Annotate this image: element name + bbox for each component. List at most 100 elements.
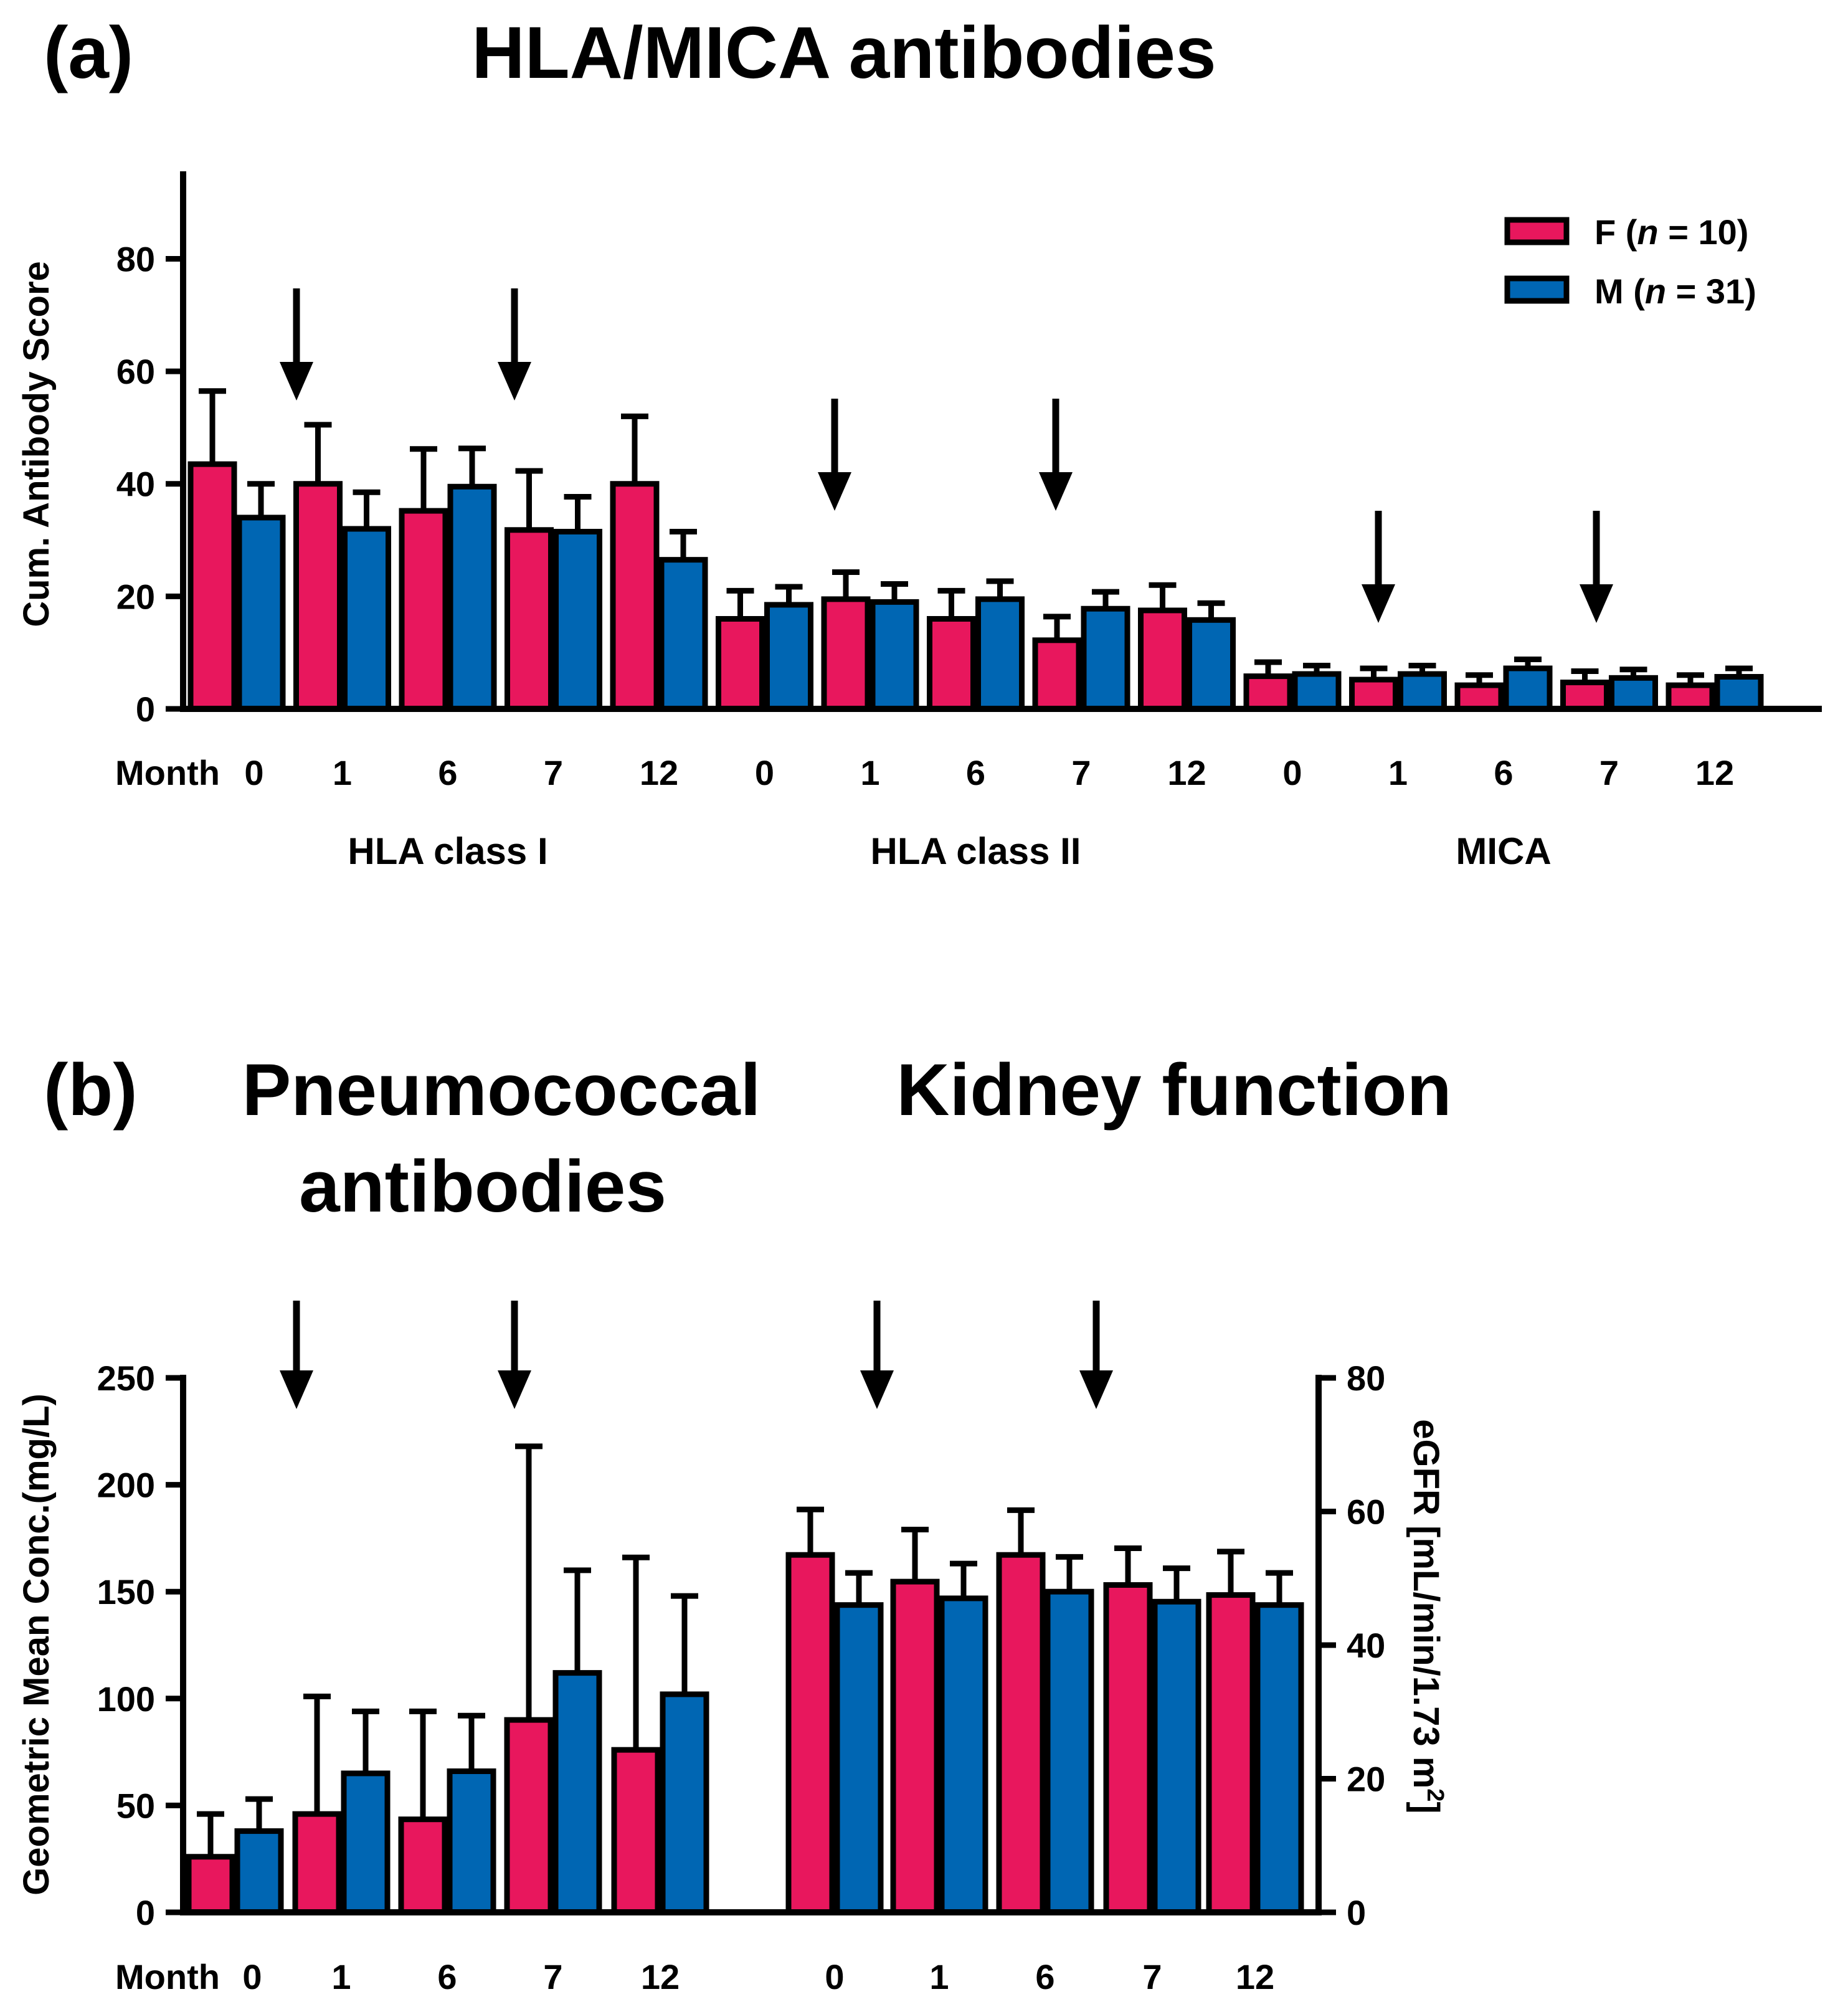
pneumo-month-tick-3: 7 xyxy=(543,1957,562,1996)
egfr-bar-m-0 xyxy=(834,1570,884,1915)
egfr-bar-m-4 xyxy=(1254,1570,1304,1915)
pneumo-bar-f-0 xyxy=(186,1811,235,1915)
egfr-bar-f-4 xyxy=(1206,1549,1256,1915)
legend-swatch-female xyxy=(1504,217,1570,245)
egfr-bar-m-2 xyxy=(1045,1554,1094,1915)
pneumo-bar-m-0 xyxy=(234,1796,284,1915)
pneumo-bar-m-2 xyxy=(447,1712,496,1915)
bar-m-1-0 xyxy=(764,584,813,712)
bar-f-0-3 xyxy=(505,468,554,712)
bar-f-2-2 xyxy=(1454,672,1504,712)
bar-m-0-1 xyxy=(342,489,391,712)
month-tick-2-1: 1 xyxy=(1388,753,1408,792)
legend: F (n = 10) M (n = 31) xyxy=(1504,212,1756,311)
month-tick-1-1: 1 xyxy=(860,753,879,792)
bar-m-0-2 xyxy=(447,445,497,712)
panel-a-arrow-5 xyxy=(1580,511,1613,623)
pneumo-bar-m-1 xyxy=(341,1708,391,1915)
legend-label-male: M (n = 31) xyxy=(1594,272,1756,311)
bar-m-1-4 xyxy=(1187,600,1236,712)
bar-f-0-4 xyxy=(610,413,660,712)
panel-a-ytick-label-0: 0 xyxy=(136,690,155,729)
egfr-month-tick-3: 7 xyxy=(1142,1957,1162,1996)
bar-m-0-0 xyxy=(236,481,286,712)
bar-f-1-1 xyxy=(821,569,871,712)
legend-swatch-male xyxy=(1504,275,1570,304)
month-tick-1-3: 7 xyxy=(1071,753,1091,792)
panel-b-ytick-right-label-20: 20 xyxy=(1347,1760,1385,1799)
bar-m-1-2 xyxy=(975,578,1025,712)
bar-m-2-1 xyxy=(1398,662,1447,712)
bar-m-2-2 xyxy=(1503,657,1553,712)
panel-b-ytick-right-label-40: 40 xyxy=(1347,1626,1385,1665)
month-tick-2-2: 6 xyxy=(1494,753,1513,792)
panel-a-plot: Cum. Antibody Score Month F (n = 10) M (… xyxy=(16,171,1822,872)
group-label-0: HLA class I xyxy=(348,830,547,872)
bar-m-2-3 xyxy=(1609,667,1658,712)
bar-f-1-3 xyxy=(1032,614,1082,712)
panel-a-ytick-label-60: 60 xyxy=(116,352,155,391)
bar-f-0-0 xyxy=(187,388,237,712)
panel-a-arrow-3 xyxy=(1039,399,1073,511)
panel-b-ylabel-right: eGFR [mL/min/1.73 m2] xyxy=(1406,1419,1448,1814)
egfr-month-tick-4: 12 xyxy=(1236,1957,1274,1996)
pneumo-bar-m-3 xyxy=(552,1567,602,1915)
month-tick-2-4: 12 xyxy=(1695,753,1734,792)
egfr-bar-f-1 xyxy=(890,1526,940,1915)
month-tick-1-2: 6 xyxy=(966,753,985,792)
bar-f-1-4 xyxy=(1138,582,1187,712)
panel-a-arrow-4 xyxy=(1362,511,1395,623)
panel-b-plot: Geometric Mean Conc.(mg/L) eGFR [mL/min/… xyxy=(16,1301,1448,1996)
panel-b-ytick-left-label-200: 200 xyxy=(97,1466,155,1505)
group-label-1: HLA class II xyxy=(871,830,1081,872)
legend-label-female: F (n = 10) xyxy=(1594,212,1748,252)
panel-a-letter: (a) xyxy=(44,12,133,94)
panel-b-arrow-0 xyxy=(280,1301,313,1409)
egfr-bar-f-3 xyxy=(1103,1545,1153,1915)
bar-f-2-1 xyxy=(1349,665,1398,712)
panel-b-title-right: Kidney function xyxy=(896,1049,1452,1131)
month-tick-0-2: 6 xyxy=(438,753,457,792)
panel-b-arrow-1 xyxy=(498,1301,531,1409)
egfr-bar-f-0 xyxy=(785,1506,835,1915)
pneumo-month-tick-4: 12 xyxy=(641,1957,680,1996)
bar-f-1-0 xyxy=(716,587,765,712)
month-tick-2-3: 7 xyxy=(1599,753,1619,792)
egfr-month-tick-0: 0 xyxy=(825,1957,844,1996)
panel-b-ytick-left-label-100: 100 xyxy=(97,1679,155,1719)
panel-b-ylabel-left: Geometric Mean Conc.(mg/L) xyxy=(16,1393,57,1896)
bar-m-2-4 xyxy=(1714,665,1764,712)
pneumo-bar-f-1 xyxy=(292,1693,342,1915)
panel-b-ytick-left-label-0: 0 xyxy=(136,1893,155,1932)
panel-a-ytick-label-80: 80 xyxy=(116,239,155,278)
month-tick-1-4: 12 xyxy=(1167,753,1206,792)
bar-f-2-0 xyxy=(1243,659,1293,712)
panel-a-ytick-label-20: 20 xyxy=(116,577,155,616)
bar-f-2-4 xyxy=(1666,672,1715,712)
panel-b-title-left-line2: antibodies xyxy=(299,1146,666,1228)
panel-b-letter: (b) xyxy=(44,1049,138,1131)
bar-f-0-2 xyxy=(399,446,448,712)
panel-a-arrow-2 xyxy=(818,399,851,511)
panel-a-title: HLA/MICA antibodies xyxy=(471,12,1216,94)
bar-f-0-1 xyxy=(293,422,343,712)
pneumo-bar-f-3 xyxy=(504,1443,554,1915)
egfr-bar-m-3 xyxy=(1152,1565,1201,1915)
egfr-month-tick-2: 6 xyxy=(1035,1957,1054,1996)
pneumo-bar-f-2 xyxy=(398,1708,448,1915)
panel-a-ylabel: Cum. Antibody Score xyxy=(16,261,57,627)
bar-m-1-3 xyxy=(1081,589,1130,712)
panel-b-month-prefix: Month xyxy=(115,1957,220,1996)
bar-m-1-1 xyxy=(870,581,919,712)
panel-a-ytick-label-40: 40 xyxy=(116,465,155,504)
panel-b-arrow-2 xyxy=(860,1301,894,1409)
pneumo-bar-m-4 xyxy=(660,1593,709,1915)
pneumo-bar-f-4 xyxy=(611,1554,661,1915)
panel-b-ytick-left-label-250: 250 xyxy=(97,1359,155,1398)
month-tick-2-0: 0 xyxy=(1282,753,1302,792)
panel-b-title-left-line1: Pneumococcal xyxy=(242,1049,761,1131)
egfr-bar-m-1 xyxy=(939,1560,988,1915)
egfr-bar-f-2 xyxy=(996,1507,1046,1915)
egfr-month-tick-1: 1 xyxy=(929,1957,949,1996)
month-tick-1-0: 0 xyxy=(755,753,774,792)
